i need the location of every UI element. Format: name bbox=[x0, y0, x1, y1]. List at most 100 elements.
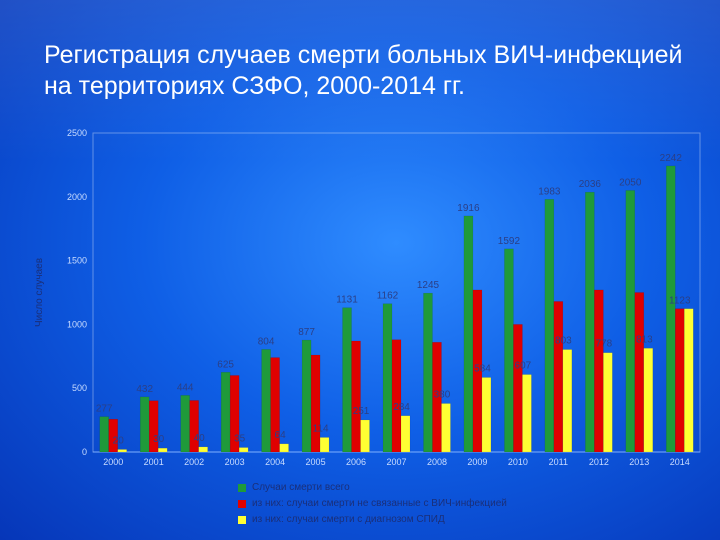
bar-total bbox=[342, 307, 352, 453]
x-tick-label: 2014 bbox=[670, 457, 690, 467]
data-label-aids: 114 bbox=[313, 423, 329, 434]
bar-non-hiv bbox=[675, 308, 685, 453]
data-label-aids: 251 bbox=[353, 406, 370, 417]
bar-aids bbox=[603, 352, 613, 453]
bar-non-hiv bbox=[553, 301, 564, 453]
x-tick-label: 2005 bbox=[306, 457, 326, 467]
legend-label-non-hiv: из них: случаи смерти не связанные с ВИЧ… bbox=[252, 498, 507, 509]
bar-aids bbox=[198, 446, 208, 453]
x-tick-label: 2008 bbox=[427, 457, 447, 467]
y-tick-label: 0 bbox=[82, 447, 87, 457]
legend-label-total: Случаи смерти всего bbox=[252, 482, 350, 493]
bar-aids bbox=[522, 374, 532, 453]
data-label-total: 804 bbox=[258, 336, 275, 347]
bar-aids bbox=[643, 348, 654, 453]
data-label-total: 877 bbox=[298, 327, 315, 338]
bar-total bbox=[423, 292, 433, 453]
bar-aids bbox=[157, 447, 168, 453]
data-label-aids: 813 bbox=[636, 334, 653, 345]
legend-item: Случаи смерти всего bbox=[238, 480, 507, 496]
bar-total bbox=[666, 165, 676, 453]
y-axis-label: Число случаев bbox=[34, 258, 45, 327]
bar-aids bbox=[238, 447, 249, 453]
data-label-total: 444 bbox=[177, 382, 194, 393]
bar-total bbox=[585, 191, 595, 453]
x-tick-label: 2007 bbox=[386, 457, 406, 467]
data-label-total: 432 bbox=[136, 384, 153, 395]
x-tick-label: 2010 bbox=[508, 457, 528, 467]
bar-total bbox=[180, 395, 190, 453]
x-tick-label: 2003 bbox=[225, 457, 245, 467]
data-label-total: 2242 bbox=[660, 153, 683, 164]
bar-non-hiv bbox=[148, 400, 159, 453]
data-label-aids: 64 bbox=[275, 430, 287, 441]
legend-swatch-total bbox=[238, 484, 246, 492]
data-label-total: 1245 bbox=[417, 280, 440, 291]
bar-non-hiv bbox=[391, 339, 402, 453]
bar-non-hiv bbox=[432, 342, 442, 453]
data-label-aids: 20 bbox=[113, 435, 125, 446]
legend-item: из них: случаи смерти не связанные с ВИЧ… bbox=[238, 496, 507, 512]
y-tick-label: 2000 bbox=[67, 192, 87, 202]
bar-total bbox=[382, 303, 393, 453]
y-tick-label: 1000 bbox=[67, 319, 87, 329]
data-label-aids: 35 bbox=[234, 434, 246, 445]
bar-non-hiv bbox=[634, 292, 645, 453]
bar-non-hiv bbox=[472, 289, 483, 453]
x-tick-label: 2011 bbox=[549, 457, 568, 467]
data-label-total: 277 bbox=[96, 404, 113, 415]
bar-aids bbox=[441, 403, 451, 453]
slide-title: Регистрация случаев смерти больных ВИЧ-и… bbox=[44, 41, 683, 100]
data-label-total: 2036 bbox=[579, 179, 602, 190]
data-label-total: 1983 bbox=[538, 186, 561, 197]
legend-label-aids: из них: случаи смерти с диагнозом СПИД bbox=[252, 514, 445, 525]
bar-total bbox=[139, 396, 150, 453]
legend-item: из них: случаи смерти с диагнозом СПИД bbox=[238, 512, 507, 528]
y-tick-label: 2500 bbox=[67, 128, 87, 138]
data-label-aids: 803 bbox=[555, 336, 572, 347]
data-label-aids: 607 bbox=[515, 361, 532, 372]
data-label-total: 2050 bbox=[619, 177, 642, 188]
data-label-aids: 584 bbox=[474, 363, 491, 374]
data-label-non-hiv: 1123 bbox=[669, 296, 691, 307]
bar-aids bbox=[360, 419, 370, 453]
bar-total bbox=[220, 372, 231, 453]
bar-non-hiv bbox=[513, 324, 523, 453]
bar-total bbox=[301, 339, 312, 453]
y-tick-label: 1500 bbox=[67, 256, 87, 266]
bar-aids bbox=[279, 443, 289, 453]
x-tick-label: 2013 bbox=[629, 457, 649, 467]
bar-non-hiv bbox=[270, 357, 280, 453]
bar-total bbox=[544, 199, 555, 453]
bar-total bbox=[261, 349, 271, 453]
data-label-aids: 778 bbox=[595, 339, 612, 350]
bar-aids bbox=[684, 308, 694, 453]
data-label-aids: 40 bbox=[194, 433, 206, 444]
data-label-aids: 30 bbox=[153, 434, 165, 445]
x-tick-label: 2004 bbox=[265, 457, 285, 467]
x-tick-label: 2006 bbox=[346, 457, 366, 467]
bar-total bbox=[463, 215, 474, 453]
x-tick-label: 2002 bbox=[184, 457, 204, 467]
y-tick-label: 500 bbox=[72, 383, 87, 393]
bar-aids bbox=[400, 415, 411, 453]
data-label-total: 1592 bbox=[498, 236, 521, 247]
bar-aids bbox=[117, 449, 127, 453]
legend: Случаи смерти всего из них: случаи смерт… bbox=[238, 480, 507, 528]
bar-aids bbox=[319, 437, 330, 453]
bar-aids bbox=[562, 349, 573, 453]
data-label-aids: 284 bbox=[393, 402, 410, 413]
data-label-total: 1131 bbox=[336, 295, 358, 306]
bar-non-hiv bbox=[189, 400, 199, 453]
x-tick-label: 2001 bbox=[144, 457, 164, 467]
x-tick-label: 2012 bbox=[589, 457, 609, 467]
data-label-total: 625 bbox=[217, 359, 234, 370]
bar-non-hiv bbox=[229, 375, 240, 453]
data-label-aids: 380 bbox=[434, 390, 451, 401]
legend-swatch-aids bbox=[238, 516, 246, 524]
bar-non-hiv bbox=[594, 289, 604, 453]
bar-total bbox=[99, 416, 109, 453]
bar-total bbox=[625, 190, 636, 453]
bar-non-hiv bbox=[310, 354, 321, 453]
